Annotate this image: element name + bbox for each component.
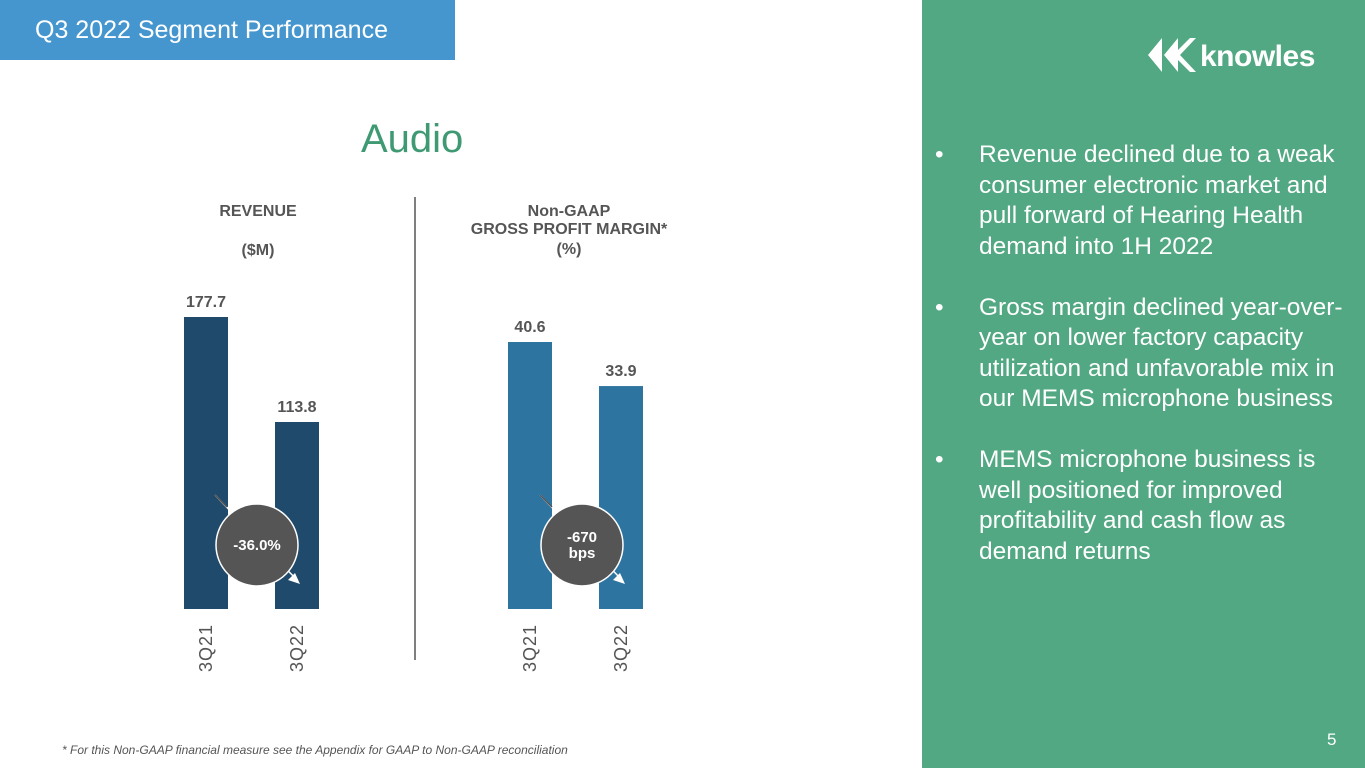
value-label: 177.7 (186, 294, 226, 311)
x-tick-label: 3Q22 (287, 624, 307, 672)
header-title: Q3 2022 Segment Performance (35, 16, 388, 44)
footnote: * For this Non-GAAP financial measure se… (62, 743, 568, 757)
bullet: Gross margin declined year-over-year on … (935, 293, 1355, 415)
chart-title: REVENUE (219, 203, 297, 220)
section-title: Audio (361, 117, 464, 161)
charts: REVENUE ($M) 177.7 3Q21 113.8 3Q22 -36.0% Non-G… (184, 197, 668, 672)
change-label: -36.0% (233, 537, 281, 554)
change-badge (540, 503, 624, 587)
logo-mark (1148, 38, 1196, 72)
arrow-line (539, 494, 553, 508)
arrow-head (288, 573, 300, 584)
arrow-line (214, 494, 228, 508)
bullet-list: Revenue declined due to a weak consumer … (935, 140, 1355, 598)
x-tick-label: 3Q22 (611, 624, 631, 672)
value-label: 40.6 (514, 319, 545, 336)
x-tick-label: 3Q21 (196, 624, 216, 672)
bullet: MEMS microphone business is well positio… (935, 445, 1355, 567)
bullet: Revenue declined due to a weak consumer … (935, 140, 1355, 262)
arrow-head (613, 573, 625, 584)
logo: knowles (1200, 40, 1315, 73)
header-bar: Q3 2022 Segment Performance (0, 0, 455, 60)
chart-title: Non-GAAP GROSS PROFIT MARGIN* (471, 203, 668, 238)
value-label: 33.9 (605, 363, 636, 380)
value-label: 113.8 (277, 399, 316, 416)
x-tick-label: 3Q21 (520, 624, 540, 672)
page-number: 5 (1327, 730, 1337, 749)
chart-subtitle: ($M) (242, 242, 275, 259)
change-badge (215, 503, 299, 587)
change-label: -670 bps (567, 529, 597, 562)
bar (508, 342, 552, 609)
chart-subtitle: (%) (557, 241, 582, 258)
